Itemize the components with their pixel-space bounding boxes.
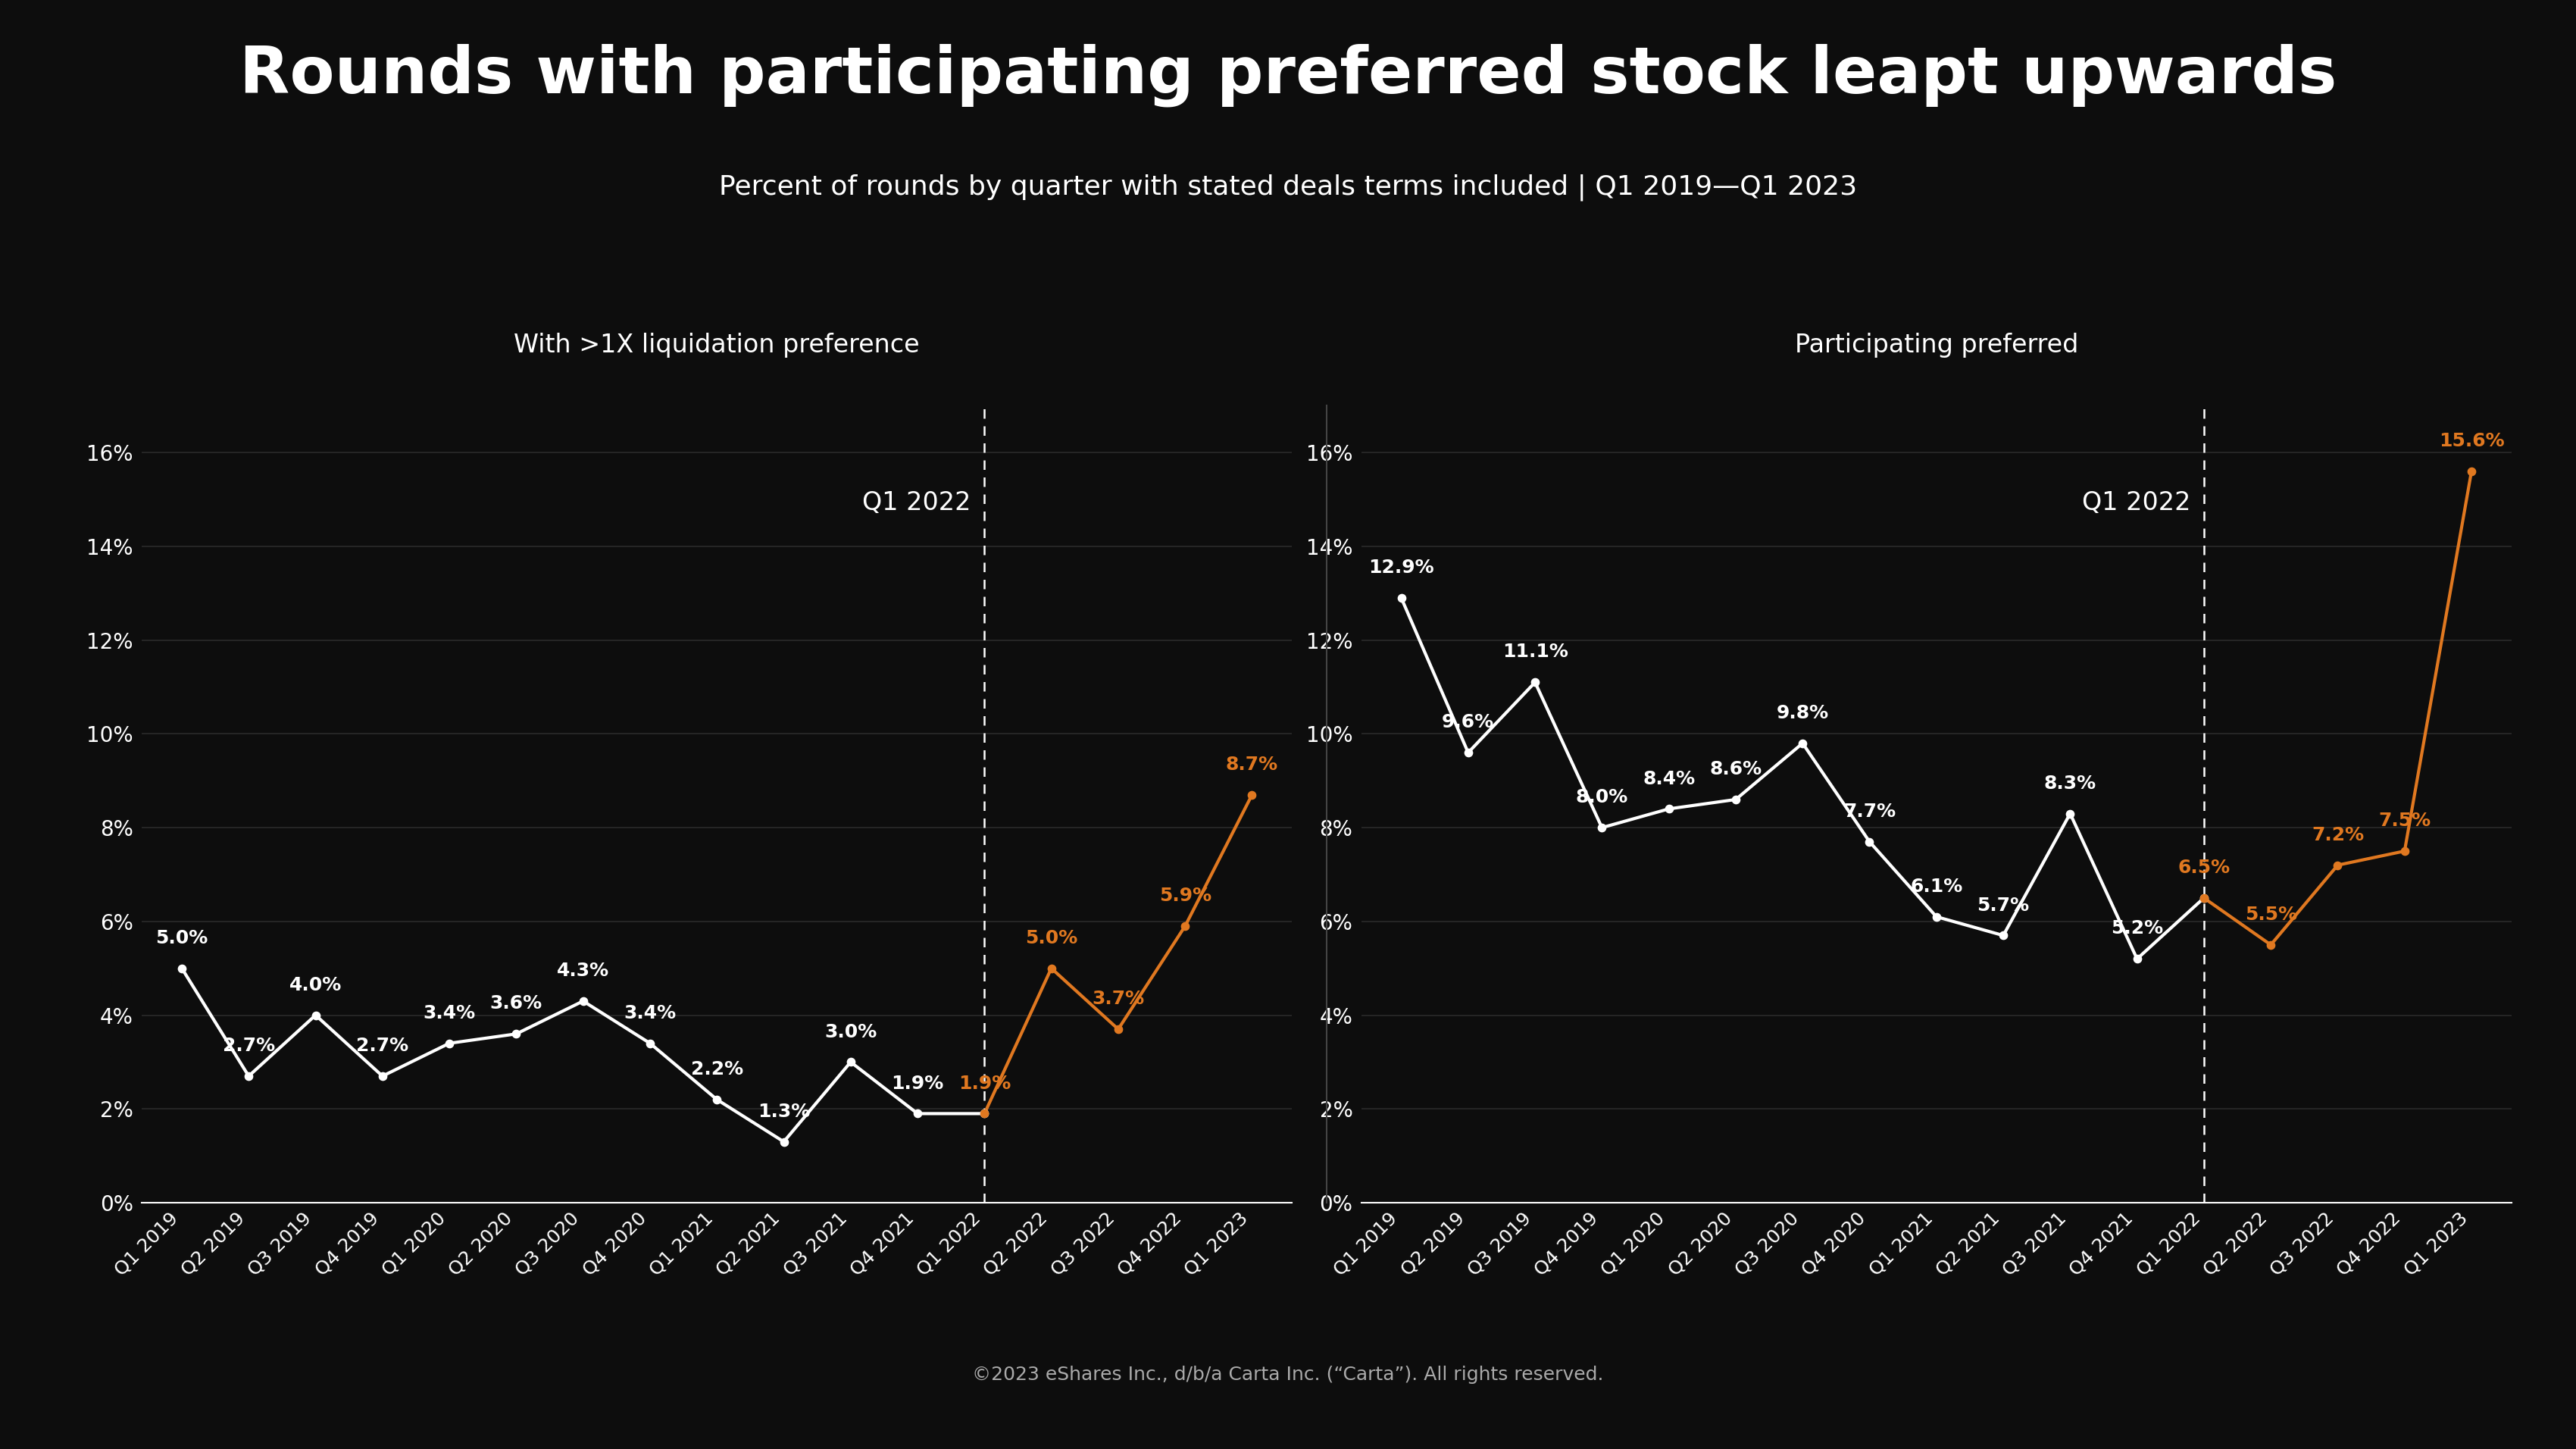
Text: 8.3%: 8.3% [2043,774,2097,793]
Text: Percent of rounds by quarter with stated deals terms included | Q1 2019—Q1 2023: Percent of rounds by quarter with stated… [719,174,1857,201]
Text: Participating preferred: Participating preferred [1795,333,2079,358]
Point [562,990,603,1013]
Point [361,1065,402,1088]
Text: 1.9%: 1.9% [958,1074,1010,1093]
Text: 6.5%: 6.5% [2177,859,2231,877]
Point [1850,830,1891,853]
Point [1716,788,1757,811]
Point [1984,924,2025,948]
Text: 5.9%: 5.9% [1159,887,1211,906]
Text: 7.5%: 7.5% [2378,811,2432,830]
Text: 9.8%: 9.8% [1777,704,1829,722]
Point [162,956,204,980]
Text: 4.0%: 4.0% [289,975,343,994]
Text: Rounds with participating preferred stock leapt upwards: Rounds with participating preferred stoc… [240,43,2336,107]
Text: 5.0%: 5.0% [1025,929,1077,948]
Text: 5.5%: 5.5% [2244,906,2298,924]
Point [2117,948,2159,971]
Text: carta: carta [2357,1372,2447,1403]
Point [2184,887,2226,910]
Point [1448,740,1489,764]
Text: Q1 2022: Q1 2022 [2081,490,2190,514]
Point [963,1103,1005,1126]
Point [2050,801,2092,824]
Text: 9.6%: 9.6% [1443,713,1494,732]
Text: 3.0%: 3.0% [824,1023,876,1040]
Point [1381,587,1422,610]
Text: 5.0%: 5.0% [155,929,209,948]
Text: 7.7%: 7.7% [1844,803,1896,820]
Point [1097,1017,1139,1040]
Point [896,1103,938,1126]
Point [963,1103,1005,1126]
Text: 7.2%: 7.2% [2311,826,2365,843]
Point [762,1130,804,1153]
Point [495,1023,536,1046]
Text: 15.6%: 15.6% [2439,432,2504,451]
Point [2383,839,2424,862]
Text: 11.1%: 11.1% [1502,643,1569,661]
Point [2450,459,2491,483]
Point [1582,816,1623,839]
Text: 3.4%: 3.4% [422,1004,477,1022]
Point [1783,732,1824,755]
Text: 4.3%: 4.3% [556,962,611,980]
Text: 6.1%: 6.1% [1911,878,1963,895]
Text: 8.0%: 8.0% [1577,788,1628,807]
Point [1231,784,1273,807]
Text: 5.7%: 5.7% [1976,895,2030,914]
Text: 12.9%: 12.9% [1368,559,1435,577]
Point [229,1065,270,1088]
Point [1030,956,1072,980]
Point [296,1004,337,1027]
Point [2251,933,2293,956]
Text: 5.2%: 5.2% [2110,920,2164,938]
Text: 2.7%: 2.7% [222,1037,276,1055]
Point [1649,797,1690,820]
Point [2184,887,2226,910]
Point [696,1088,737,1111]
Text: ©2023 eShares Inc., d/b/a Carta Inc. (“Carta”). All rights reserved.: ©2023 eShares Inc., d/b/a Carta Inc. (“C… [971,1365,1605,1384]
Point [1917,906,1958,929]
Text: 3.6%: 3.6% [489,994,544,1013]
Point [829,1051,871,1074]
Point [1164,914,1206,938]
Text: 2.7%: 2.7% [355,1037,410,1055]
Point [1515,671,1556,694]
Text: 3.7%: 3.7% [1092,990,1144,1009]
Text: 8.6%: 8.6% [1710,761,1762,778]
Text: 2.2%: 2.2% [690,1061,742,1078]
Text: With >1X liquidation preference: With >1X liquidation preference [515,333,920,358]
Point [428,1032,469,1055]
Text: 3.4%: 3.4% [623,1004,677,1022]
Text: Q1 2022: Q1 2022 [863,490,971,514]
Text: 8.4%: 8.4% [1643,769,1695,788]
Point [2316,853,2357,877]
Text: 1.3%: 1.3% [757,1103,809,1120]
Point [629,1032,670,1055]
Text: 1.9%: 1.9% [891,1074,943,1093]
Text: 8.7%: 8.7% [1226,755,1278,774]
